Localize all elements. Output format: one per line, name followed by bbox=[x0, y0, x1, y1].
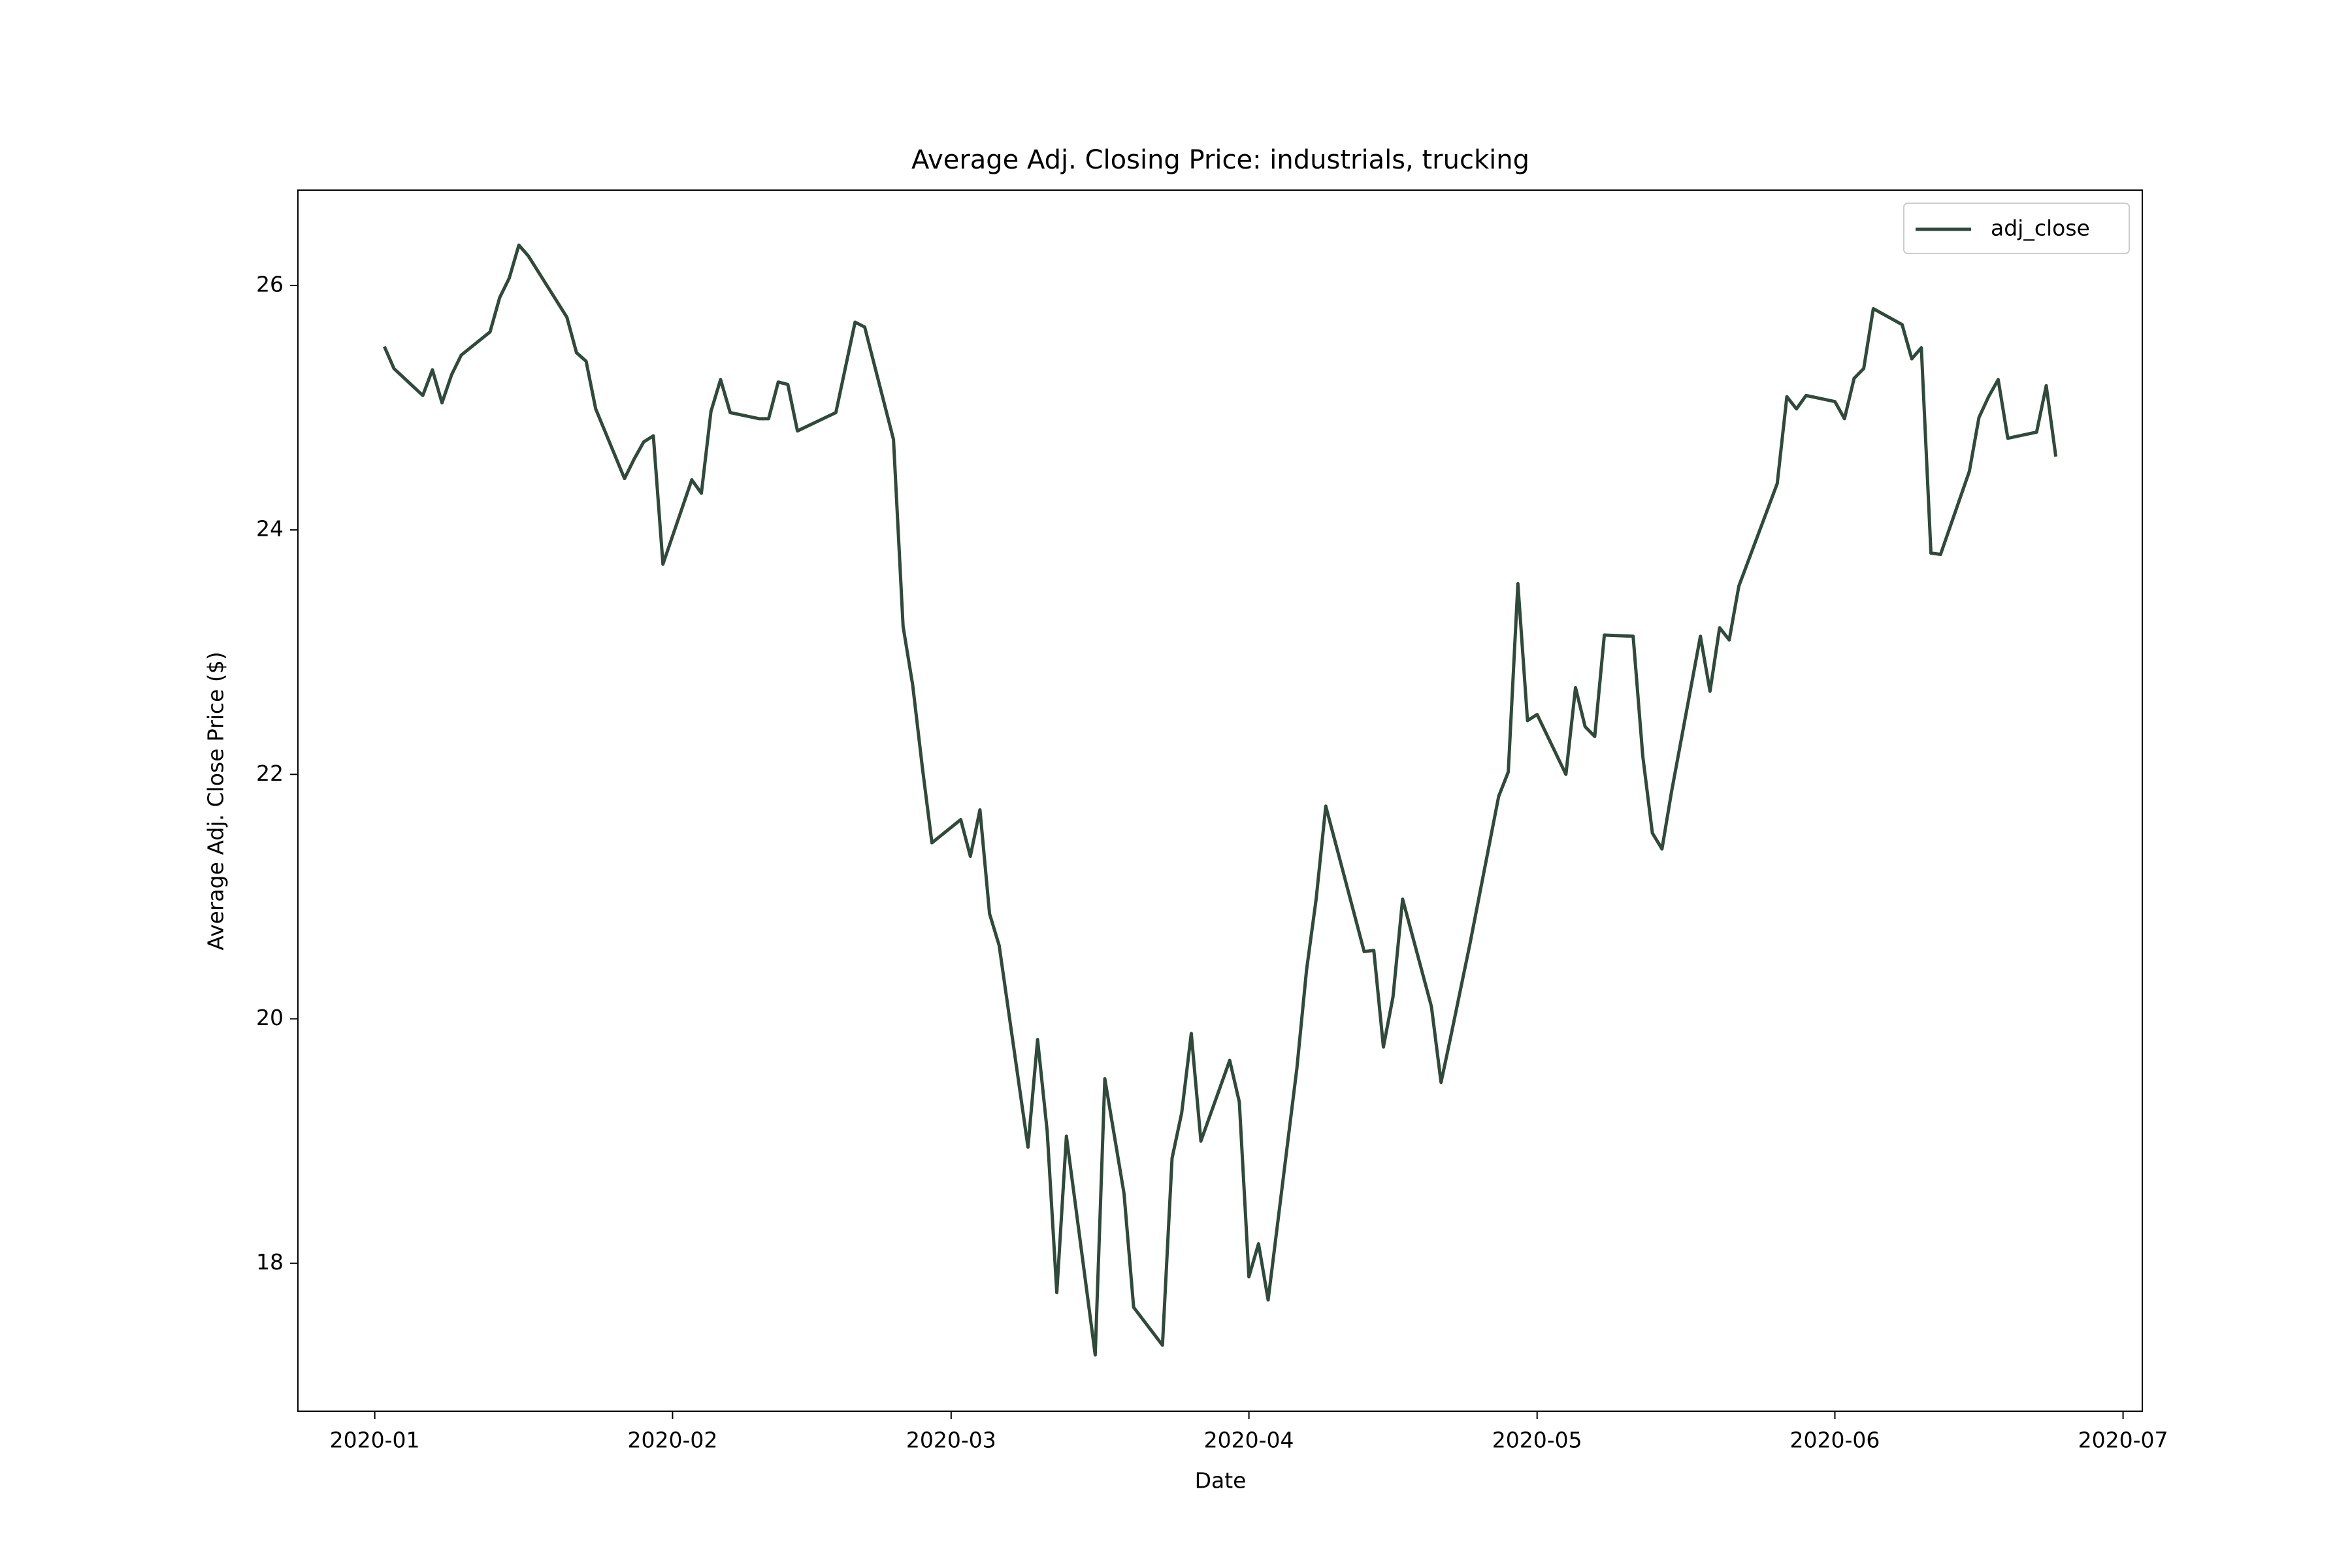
x-axis-label: Date bbox=[1195, 1468, 1247, 1494]
y-tick-label: 18 bbox=[256, 1249, 284, 1275]
chart-title: Average Adj. Closing Price: industrials,… bbox=[911, 145, 1529, 175]
x-tick-label: 2020-02 bbox=[627, 1428, 717, 1453]
x-tick-label: 2020-01 bbox=[330, 1428, 420, 1453]
y-tick-label: 26 bbox=[256, 271, 284, 297]
x-tick-label: 2020-06 bbox=[1790, 1428, 1880, 1453]
data-line bbox=[383, 243, 2058, 1357]
legend-box bbox=[1903, 203, 2130, 254]
y-tick-label: 20 bbox=[256, 1005, 284, 1030]
x-tick-label: 2020-04 bbox=[1204, 1428, 1294, 1453]
y-tick-label: 22 bbox=[256, 760, 284, 786]
x-tick-label: 2020-07 bbox=[2078, 1428, 2168, 1453]
legend-label: adj_close bbox=[1991, 216, 2090, 241]
y-axis-label: Average Adj. Close Price ($) bbox=[203, 651, 229, 950]
x-tick-label: 2020-03 bbox=[906, 1428, 996, 1453]
y-tick-label: 24 bbox=[256, 516, 284, 542]
x-tick-label: 2020-05 bbox=[1492, 1428, 1582, 1453]
plot-frame bbox=[297, 189, 2143, 1412]
